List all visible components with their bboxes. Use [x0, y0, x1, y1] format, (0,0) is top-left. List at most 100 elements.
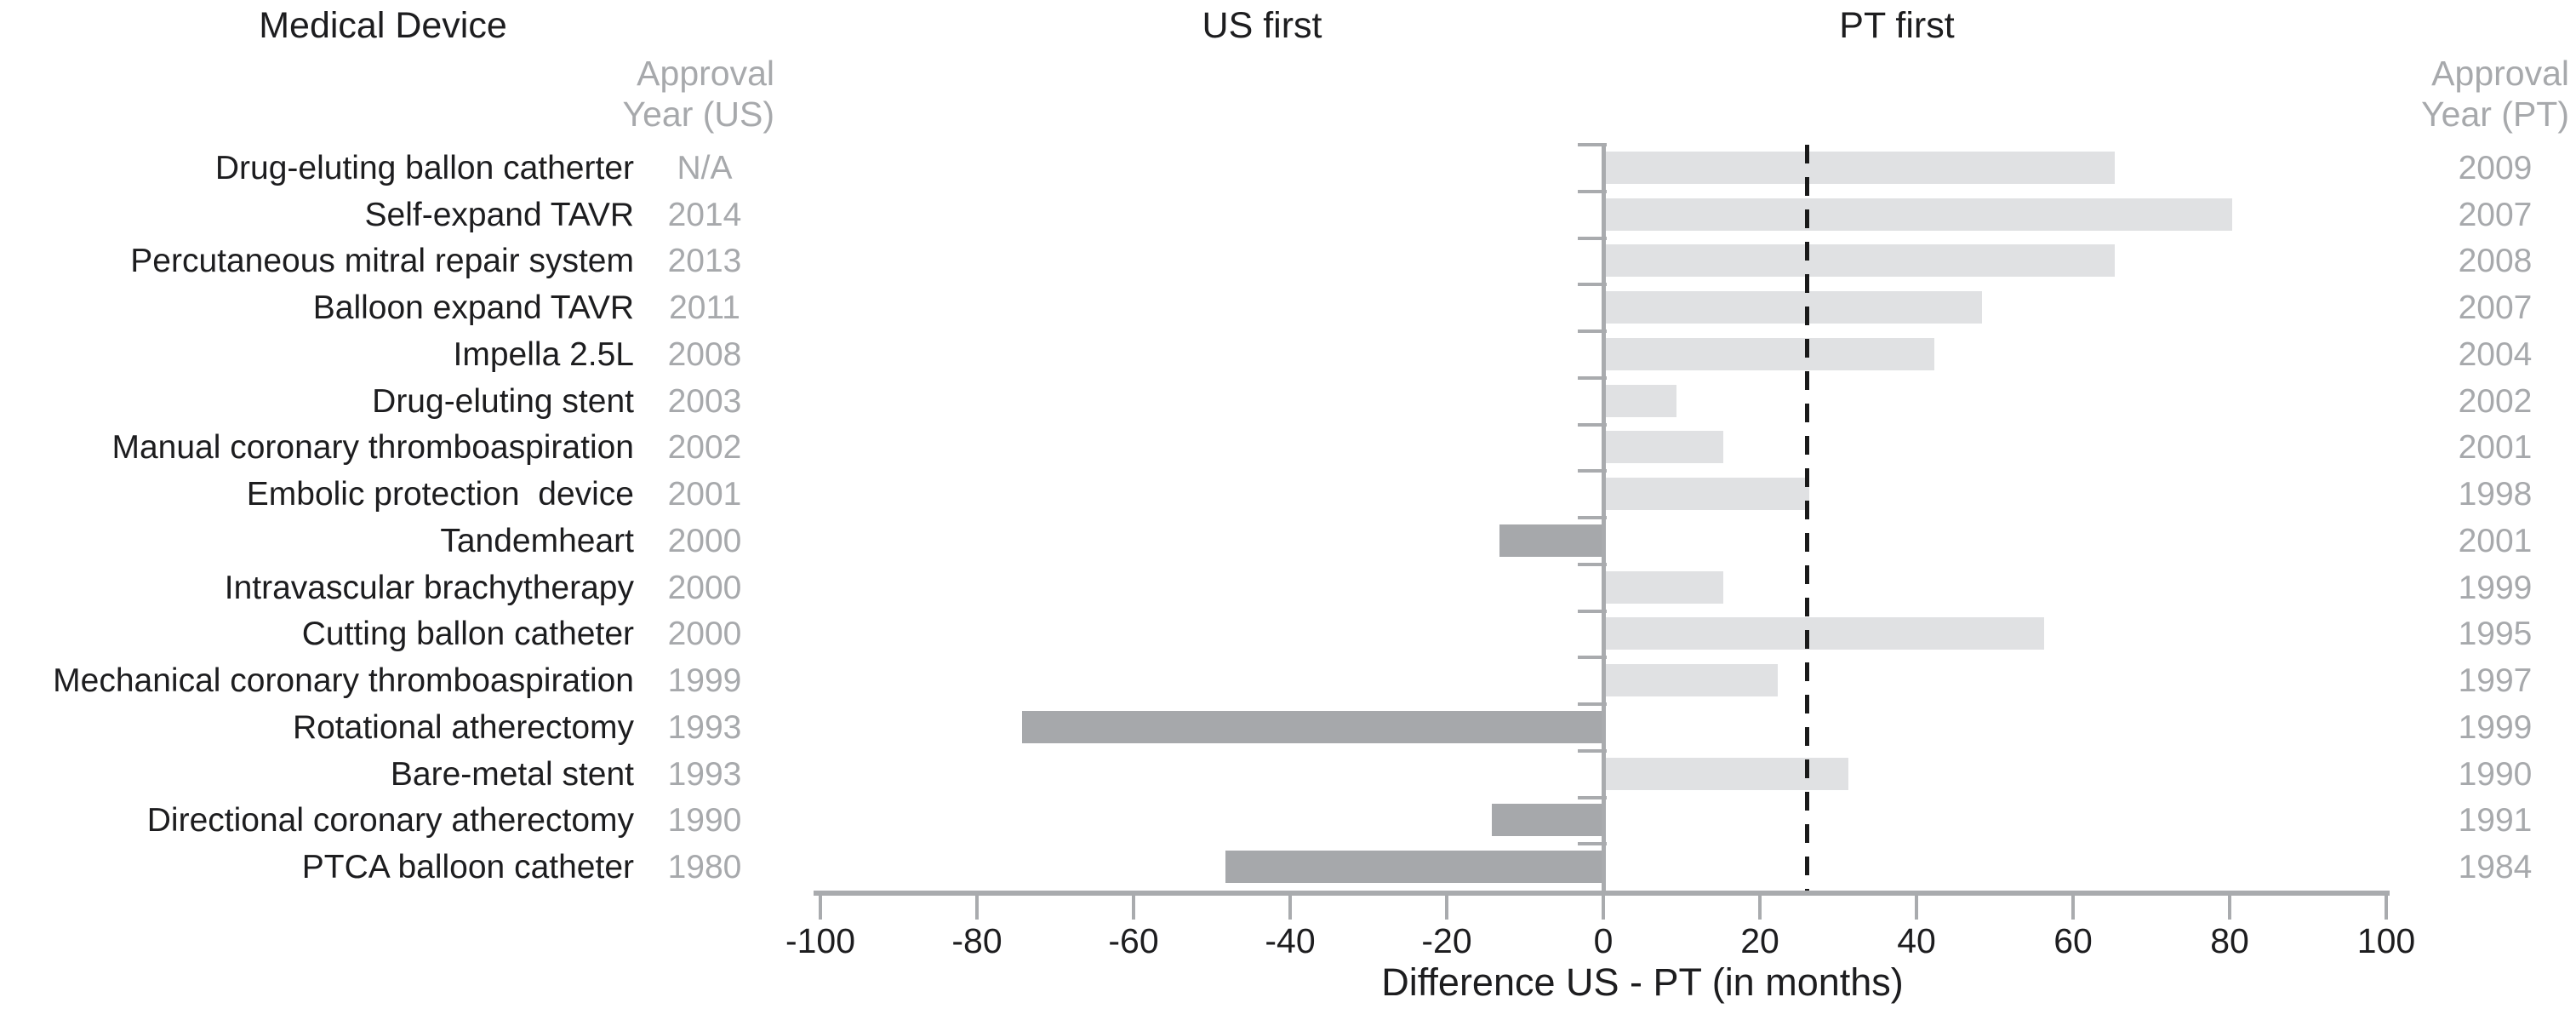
device-label: Rotational atherectomy	[292, 708, 634, 746]
x-axis-tick	[2228, 894, 2231, 920]
y-axis-tick	[1578, 469, 1607, 473]
x-axis-tick	[819, 894, 822, 920]
x-axis-tick-label: 100	[2356, 921, 2416, 960]
difference-bar	[1022, 710, 1602, 743]
y-axis-tick	[1578, 329, 1607, 333]
device-row: Balloon expand TAVR 2011 2007	[0, 284, 2576, 331]
difference-bar	[1606, 198, 2232, 231]
y-axis-tick	[1578, 189, 1607, 193]
y-axis-tick	[1578, 422, 1607, 427]
x-axis-tick-label: 40	[1897, 921, 1936, 960]
device-label: Embolic protection device	[246, 476, 634, 513]
pt-approval-year: 1998	[2458, 476, 2533, 513]
us-approval-year: 1993	[667, 755, 742, 793]
reference-dashed-line	[1805, 145, 1810, 891]
pt-approval-year: 1995	[2458, 616, 2533, 653]
x-axis-tick	[2071, 894, 2075, 920]
x-axis-tick	[975, 894, 979, 920]
difference-bar	[1606, 478, 1810, 511]
x-axis-tick-label: 80	[2210, 921, 2249, 960]
pt-approval-year: 1990	[2458, 755, 2533, 793]
pt-approval-year: 2004	[2458, 335, 2533, 373]
us-approval-year: 2001	[667, 476, 742, 513]
us-approval-year: 1993	[667, 708, 742, 746]
x-axis-line	[814, 891, 2390, 896]
us-approval-year: 2003	[667, 382, 742, 420]
difference-bar	[1606, 664, 1779, 697]
us-approval-year: 2000	[667, 616, 742, 653]
device-row: Directional coronary atherectomy 1990 19…	[0, 797, 2576, 844]
pt-approval-year: 1999	[2458, 569, 2533, 606]
us-approval-year: 2002	[667, 429, 742, 467]
y-axis-tick	[1578, 143, 1607, 146]
pt-approval-year: 2002	[2458, 382, 2533, 420]
pt-approval-year: 1997	[2458, 662, 2533, 700]
difference-bar	[1225, 851, 1602, 884]
pt-approval-year: 2007	[2458, 196, 2533, 233]
device-label: Percutaneous mitral repair system	[130, 243, 634, 280]
us-approval-year: 2013	[667, 243, 742, 280]
approval-year-us-line1: Approval	[637, 54, 774, 93]
us-approval-year: 2014	[667, 196, 742, 233]
device-row: Cutting ballon catheter 2000 1995	[0, 610, 2576, 657]
device-label: Mechanical coronary thromboaspiration	[53, 662, 634, 700]
pt-approval-year: 2001	[2458, 522, 2533, 559]
us-approval-year: 2000	[667, 569, 742, 606]
x-axis-tick	[1445, 894, 1448, 920]
y-axis-tick	[1578, 562, 1607, 566]
x-axis-tick-label: -20	[1421, 921, 1472, 960]
x-axis-tick-label: 60	[2053, 921, 2093, 960]
device-label: Directional coronary atherectomy	[146, 802, 634, 839]
difference-bar	[1499, 524, 1602, 557]
y-axis-tick	[1578, 236, 1607, 240]
device-row: Impella 2.5L 2008 2004	[0, 331, 2576, 378]
us-approval-year: 2011	[669, 289, 740, 327]
column-header-approval-year-pt: Approval Year (PT)	[2421, 53, 2569, 135]
device-label: Manual coronary thromboaspiration	[111, 429, 635, 467]
x-axis-title: Difference US - PT (in months)	[1381, 960, 1904, 1004]
difference-bar	[1492, 804, 1602, 837]
difference-bar	[1606, 244, 2115, 278]
approval-year-pt-line2: Year (PT)	[2421, 95, 2569, 134]
approval-year-us-line2: Year (US)	[622, 95, 775, 134]
difference-bar	[1606, 384, 1676, 417]
device-label: Impella 2.5L	[453, 335, 634, 373]
device-label: Drug-eluting stent	[372, 382, 634, 420]
y-axis-tick	[1578, 795, 1607, 799]
device-label: Bare-metal stent	[390, 755, 634, 793]
x-axis-tick	[2385, 894, 2388, 920]
device-label: Intravascular brachytherapy	[224, 569, 634, 606]
x-axis-tick	[1915, 894, 1918, 920]
device-label: Drug-eluting ballon catherter	[214, 149, 634, 186]
device-row: Self-expand TAVR 2014 2007	[0, 192, 2576, 238]
column-header-approval-year-us: Approval Year (US)	[623, 53, 775, 135]
us-approval-year: 1980	[667, 849, 742, 886]
region-label-pt-first: PT first	[1839, 5, 1955, 46]
x-axis-tick-label: -80	[951, 921, 1002, 960]
device-row: PTCA balloon catheter 1980 1984	[0, 844, 2576, 891]
pt-approval-year: 2009	[2458, 149, 2533, 186]
device-row: Mechanical coronary thromboaspiration 19…	[0, 657, 2576, 704]
us-approval-year: 1999	[667, 662, 742, 700]
x-axis-tick-label: -100	[785, 921, 856, 960]
pt-approval-year: 1999	[2458, 708, 2533, 746]
x-axis-tick	[1132, 894, 1135, 920]
y-axis-tick	[1578, 748, 1607, 753]
device-label: Cutting ballon catheter	[301, 616, 634, 653]
device-row: Drug-eluting ballon catherter N/A 2009	[0, 145, 2576, 192]
y-axis-tick	[1578, 702, 1607, 706]
difference-bar	[1606, 431, 1723, 464]
y-axis-tick	[1578, 842, 1607, 846]
us-approval-year: N/A	[677, 149, 733, 186]
difference-bar	[1606, 151, 2115, 184]
device-row: Drug-eluting stent 2003 2002	[0, 378, 2576, 425]
difference-bar	[1606, 617, 2045, 650]
device-row: Embolic protection device 2001 1998	[0, 471, 2576, 518]
x-axis-tick-label: -40	[1265, 921, 1316, 960]
x-axis-tick	[1288, 894, 1292, 920]
device-label: Tandemheart	[440, 522, 634, 559]
device-label: Balloon expand TAVR	[312, 289, 634, 327]
device-row: Manual coronary thromboaspiration 2002 2…	[0, 424, 2576, 471]
y-axis-tick	[1578, 283, 1607, 287]
